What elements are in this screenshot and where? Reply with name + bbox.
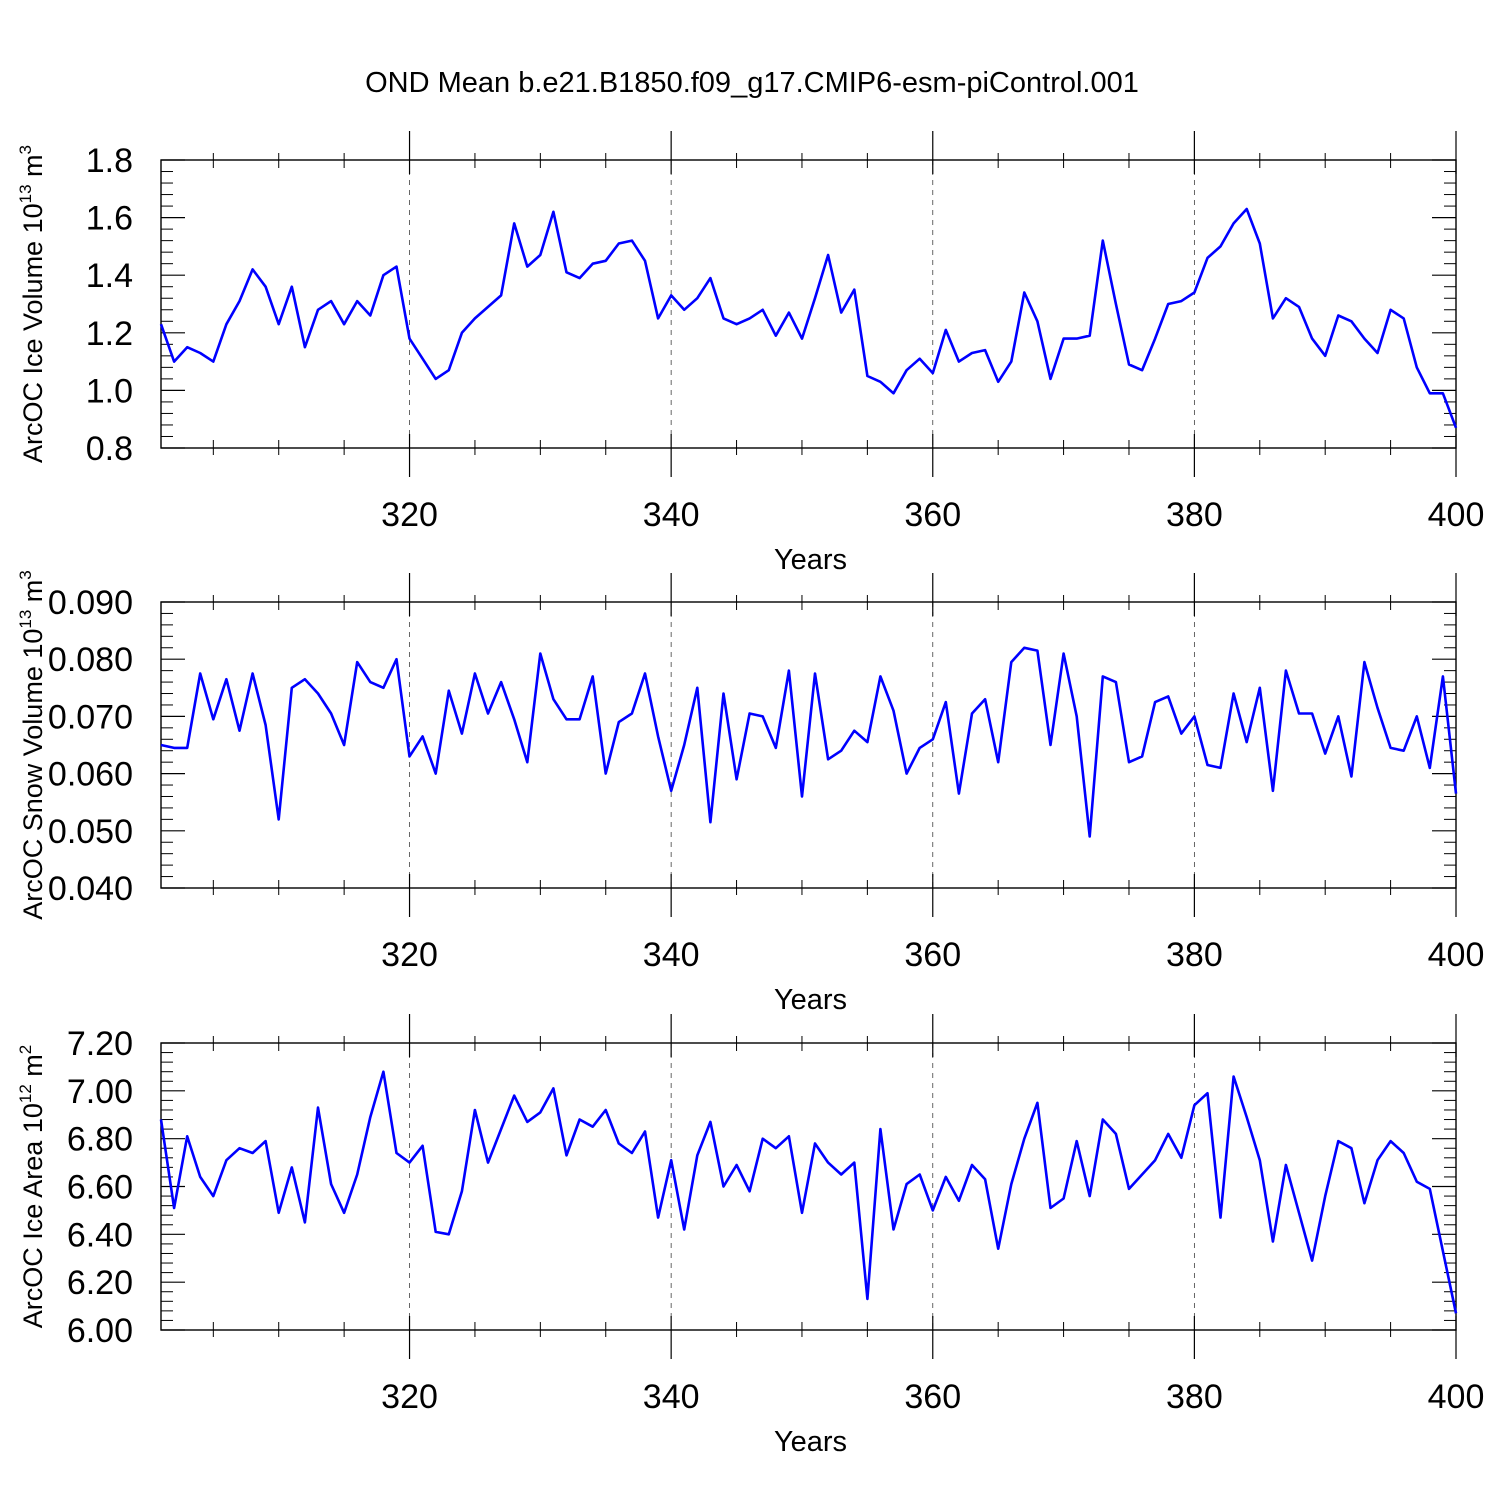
y-axis-title-exponent: 2 — [16, 1045, 35, 1054]
y-tick-label: 7.00 — [67, 1073, 133, 1111]
panel-2: 0.040 0.050 0.060 0.070 0.080 0.090 320 340 360 3… — [16, 570, 1484, 1016]
panel-3: 6.00 6.20 6.40 6.60 6.80 7.00 7.20 320 340 360 380… — [16, 1014, 1484, 1458]
y-tick-label: 0.040 — [48, 870, 133, 908]
panel-1: 0.8 1.0 1.2 1.4 1.6 1.8 320 340 360 380 400 Years Ar… — [16, 131, 1484, 576]
y-axis-title-exponent: 3 — [16, 145, 35, 154]
x-tick-label: 380 — [1166, 936, 1223, 974]
y-tick-label: 6.80 — [67, 1121, 133, 1159]
y-axis-title-exponent: 3 — [16, 570, 35, 579]
y-axis-title-exponent: 13 — [16, 184, 35, 203]
x-tick-label: 340 — [643, 1378, 700, 1416]
y-tick-label: 0.070 — [48, 698, 133, 736]
y-axis-title-exponent: 12 — [16, 1084, 35, 1103]
y-tick-label: 1.6 — [86, 200, 133, 238]
x-tick-label: 320 — [381, 1378, 438, 1416]
x-tick-label: 360 — [904, 1378, 961, 1416]
x-tick-label: 320 — [381, 936, 438, 974]
plot-frame — [160, 159, 1457, 449]
y-axis-title-part: m — [18, 580, 48, 610]
y-tick-label: 1.0 — [86, 372, 133, 410]
x-tick-label: 320 — [381, 496, 438, 534]
x-axis-title: Years — [774, 984, 847, 1016]
y-tick-label: 0.050 — [48, 813, 133, 851]
y-tick-label: 7.20 — [67, 1025, 133, 1063]
x-tick-label: 360 — [904, 936, 961, 974]
plot-frame — [160, 1042, 1457, 1331]
y-tick-label: 1.4 — [86, 257, 133, 295]
x-axis-title: Years — [774, 1426, 847, 1458]
x-tick-label: 360 — [904, 496, 961, 534]
series-line — [159, 207, 1458, 429]
y-axis-title-part: ArcOC Ice Volume 10 — [18, 203, 48, 463]
series-line — [159, 1070, 1458, 1314]
y-tick-label: 6.40 — [67, 1216, 133, 1254]
y-axis-title-part: m — [18, 1054, 48, 1084]
y-tick-label: 0.090 — [48, 584, 133, 622]
y-axis-title-part: ArcOC Snow Volume 10 — [18, 629, 48, 920]
x-tick-label: 380 — [1166, 1378, 1223, 1416]
x-tick-label: 400 — [1428, 496, 1485, 534]
x-tick-label: 340 — [643, 936, 700, 974]
y-tick-label: 0.8 — [86, 430, 133, 468]
series-line — [160, 646, 1458, 838]
y-tick-label: 1.2 — [86, 315, 133, 353]
y-axis-title: ArcOC Ice Volume 1013 m3 — [16, 145, 48, 463]
y-axis-title: ArcOC Snow Volume 1013 m3 — [16, 570, 48, 920]
x-tick-label: 400 — [1428, 1378, 1485, 1416]
chart-title: OND Mean b.e21.B1850.f09_g17.CMIP6-esm-p… — [365, 67, 1139, 99]
x-tick-label: 380 — [1166, 496, 1223, 534]
y-axis-title-part: m — [18, 154, 48, 184]
y-axis-title: ArcOC Ice Area 1012 m2 — [16, 1045, 48, 1329]
y-tick-label: 0.060 — [48, 756, 133, 794]
y-tick-label: 6.60 — [67, 1169, 133, 1207]
y-tick-label: 6.20 — [67, 1264, 133, 1302]
y-tick-label: 0.080 — [48, 641, 133, 679]
y-axis-title-exponent: 13 — [16, 610, 35, 629]
y-axis-title-part: ArcOC Ice Area 10 — [18, 1103, 48, 1328]
x-tick-label: 400 — [1428, 936, 1485, 974]
x-tick-label: 340 — [643, 496, 700, 534]
x-axis-title: Years — [774, 544, 847, 576]
y-tick-label: 6.00 — [67, 1312, 133, 1350]
y-tick-label: 1.8 — [86, 142, 133, 180]
